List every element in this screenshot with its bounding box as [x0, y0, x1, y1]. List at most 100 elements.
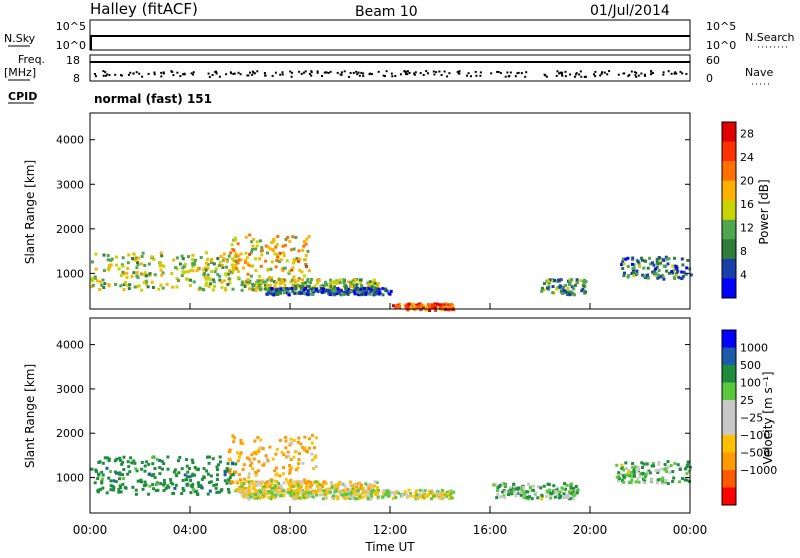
echo-cell	[220, 263, 224, 267]
echo-cell	[172, 258, 176, 262]
nave-point	[368, 73, 371, 76]
echo-cell	[197, 485, 201, 488]
echo-cell	[231, 287, 235, 291]
echo-cell	[236, 459, 240, 463]
echo-cell	[311, 495, 315, 498]
echo-cell	[162, 483, 165, 487]
echo-cell	[316, 486, 320, 490]
echo-cell	[270, 247, 274, 251]
nave-point	[237, 71, 240, 74]
echo-cell	[218, 490, 221, 494]
echo-cell	[297, 496, 301, 500]
echo-cell	[291, 290, 295, 294]
echo-cell	[286, 450, 290, 454]
echo-cell	[284, 237, 288, 241]
echo-cell	[665, 269, 669, 273]
echo-cell	[641, 273, 645, 277]
echo-cell	[428, 305, 432, 309]
echo-cell	[197, 288, 201, 292]
echo-cell	[319, 489, 323, 493]
echo-cell	[276, 287, 280, 291]
echo-cell	[271, 457, 275, 461]
echo-cell	[332, 280, 336, 284]
echo-cell	[243, 281, 247, 285]
echo-cell	[224, 286, 228, 290]
echo-cell	[162, 264, 166, 268]
echo-cell	[548, 488, 551, 492]
echo-cell	[180, 254, 184, 258]
echo-cell	[657, 462, 661, 466]
echo-cell	[250, 240, 254, 244]
echo-cell	[372, 287, 376, 291]
nave-point	[225, 73, 228, 76]
echo-cell	[270, 491, 274, 495]
echo-cell	[528, 495, 531, 499]
echo-cell	[251, 487, 255, 491]
echo-cell	[255, 240, 259, 244]
echo-cell	[321, 284, 325, 288]
echo-cell	[160, 273, 164, 277]
echo-cell	[526, 497, 530, 501]
echo-cell	[636, 260, 640, 264]
echo-cell	[251, 467, 255, 471]
echo-cell	[288, 287, 292, 291]
echo-cell	[228, 449, 232, 453]
echo-cell	[363, 489, 367, 493]
echo-cell	[301, 285, 305, 289]
echo-cell	[514, 494, 518, 498]
echo-cell	[675, 273, 679, 277]
echo-cell	[355, 485, 359, 489]
velocity-colorbar-segment	[722, 417, 736, 436]
echo-cell	[333, 292, 336, 296]
echo-cell	[239, 481, 243, 485]
echo-cell	[285, 287, 289, 290]
echo-cell	[219, 489, 223, 493]
echo-cell	[620, 463, 624, 467]
echo-cell	[245, 256, 249, 260]
echo-cell	[101, 473, 105, 477]
echo-cell	[381, 495, 385, 499]
nave-point	[560, 71, 562, 74]
echo-cell	[250, 453, 254, 457]
echo-cell	[151, 483, 155, 487]
echo-cell	[372, 278, 376, 282]
echo-cell	[347, 280, 350, 284]
echo-cell	[288, 471, 292, 475]
echo-cell	[440, 305, 444, 309]
velocity-colorbar-tick: −500	[740, 447, 770, 460]
echo-cell	[121, 270, 125, 274]
echo-cell	[251, 480, 255, 483]
nave-point	[579, 70, 582, 73]
x-tick-label: 00:00	[73, 523, 108, 537]
echo-cell	[330, 484, 334, 488]
echo-cell	[255, 470, 259, 474]
echo-cell	[569, 487, 573, 491]
echo-cell	[638, 474, 642, 478]
nave-point	[633, 71, 636, 74]
echo-cell	[520, 487, 524, 491]
echo-cell	[684, 467, 687, 471]
echo-cell	[147, 462, 151, 466]
echo-cell	[270, 482, 274, 486]
echo-cell	[394, 491, 398, 494]
echo-cell	[212, 280, 216, 284]
echo-cell	[296, 466, 300, 470]
nave-point	[321, 75, 323, 77]
echo-cell	[121, 482, 125, 486]
echo-cell	[682, 270, 686, 274]
echo-cell	[681, 263, 685, 267]
echo-cell	[286, 488, 290, 492]
echo-cell	[294, 489, 298, 493]
echo-cell	[105, 491, 109, 495]
echo-cell	[584, 280, 588, 284]
nave-point	[290, 75, 293, 78]
nave-point	[310, 74, 313, 77]
echo-cell	[288, 443, 292, 447]
echo-cell	[510, 492, 514, 496]
echo-cell	[298, 290, 301, 294]
echo-cell	[333, 288, 337, 292]
echo-cell	[112, 488, 115, 492]
echo-cell	[119, 284, 123, 288]
echo-cell	[222, 252, 226, 256]
echo-cell	[282, 291, 286, 295]
